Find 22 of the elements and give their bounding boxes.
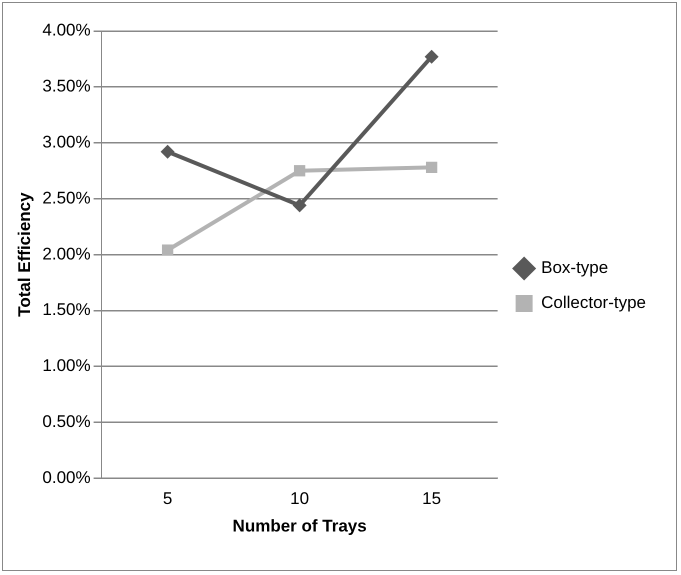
y-tick-label: 4.00% xyxy=(42,20,91,40)
point xyxy=(294,165,306,176)
legend-label: Box-type xyxy=(541,258,608,278)
y-tick-label: 2.00% xyxy=(42,244,91,264)
point xyxy=(162,244,174,256)
y-tick-label: 3.50% xyxy=(42,76,91,96)
y-tick-label: 3.00% xyxy=(42,132,91,152)
y-tick-label: 1.50% xyxy=(42,300,91,320)
y-tick-label: 0.00% xyxy=(42,468,91,487)
legend-label: Collector-type xyxy=(541,293,646,312)
y-tick-label: 2.50% xyxy=(42,188,91,208)
y-tick-label: 1.00% xyxy=(42,356,91,376)
x-tick-label: 10 xyxy=(290,489,310,508)
point xyxy=(292,198,307,212)
point xyxy=(424,50,439,64)
point xyxy=(160,144,175,159)
y-tick-label: 0.50% xyxy=(42,412,91,431)
x-axis-title: Number of Trays xyxy=(232,516,367,536)
point xyxy=(426,162,438,174)
y-axis-title: Total Efficiency xyxy=(14,192,34,317)
x-tick-label: 5 xyxy=(162,489,172,508)
x-tick-label: 15 xyxy=(422,489,442,508)
